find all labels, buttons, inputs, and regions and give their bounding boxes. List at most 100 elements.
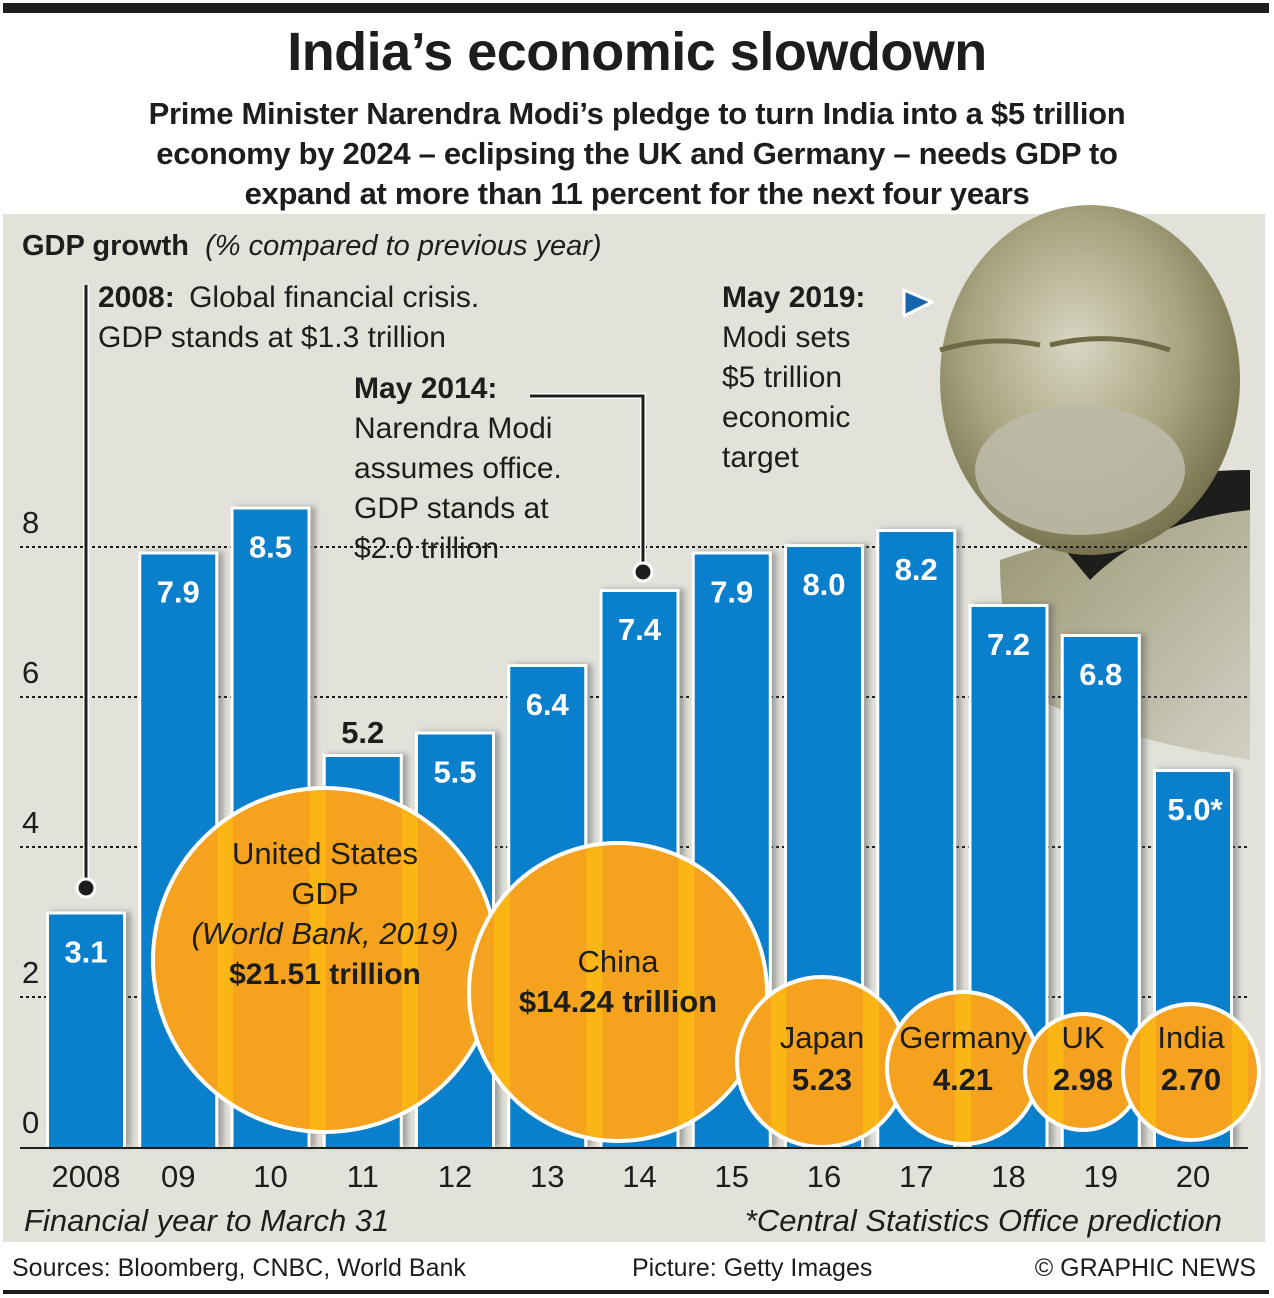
leader-dot <box>75 877 97 899</box>
x-axis-title: Financial year to March 31 <box>24 1203 389 1238</box>
gdp-bubble: India 2.70 <box>1121 1002 1261 1142</box>
bar-value-label: 7.9 <box>157 575 200 610</box>
subtitle-line: expand at more than 11 percent for the n… <box>244 176 1030 211</box>
bubble-strips <box>217 790 495 1130</box>
bar-value-label: 8.2 <box>895 552 938 587</box>
annotation-text: economic <box>722 401 850 434</box>
footer: Sources: Bloomberg, CNBC, World Bank Pic… <box>0 1248 1274 1288</box>
bar-value-label: 6.8 <box>1079 657 1122 692</box>
bar-value-label: 8.5 <box>249 530 292 565</box>
leader-line <box>530 394 645 572</box>
bar <box>49 914 123 1147</box>
x-tick-label: 19 <box>1084 1159 1118 1194</box>
bubble-value: $21.51 trillion <box>229 958 421 991</box>
bubble-name: Japan <box>780 1020 864 1055</box>
bubble-strips <box>955 994 972 1142</box>
bubble-name: GDP <box>291 876 358 911</box>
bar-value-label: 8.0 <box>802 567 845 602</box>
annotation-label: May 2019: <box>722 281 865 314</box>
y-tick-label: 8 <box>22 505 39 540</box>
annotation-text: Global financial crisis. <box>189 281 479 314</box>
annotation-text: target <box>722 441 799 474</box>
svg-text:2008: Global financial c: 2008: Global financial crisis. <box>98 281 479 314</box>
bubble-value: 2.70 <box>1161 1062 1221 1097</box>
gdp-bubble: Germany 4.21 <box>885 990 1041 1146</box>
bubble-strip <box>678 845 695 1139</box>
bubble-name: (World Bank, 2019) <box>191 916 458 951</box>
annotation-may-2014: May 2014: Narendra Modi assumes office. … <box>354 372 654 583</box>
y-tick-label: 4 <box>22 805 39 840</box>
x-tick-label: 20 <box>1176 1159 1210 1194</box>
x-tick-label: 18 <box>991 1159 1025 1194</box>
portrait-glasses <box>939 336 1171 353</box>
x-tick-label: 09 <box>161 1159 195 1194</box>
bubble-value: 5.23 <box>792 1062 852 1097</box>
bubble-strip <box>1232 1006 1248 1138</box>
bar-value-label: 6.4 <box>526 687 570 722</box>
annotation-text: Modi sets <box>722 321 850 354</box>
bubble-strip <box>863 979 879 1145</box>
x-tick-label: 12 <box>438 1159 472 1194</box>
bubble-strip <box>401 790 418 1130</box>
bubble-strips <box>1047 1016 1064 1128</box>
gdp-bubble: UK 2.98 <box>1023 1012 1143 1132</box>
bubble-strip <box>494 845 510 1139</box>
bar-value-label: 3.1 <box>64 935 107 970</box>
gdp-bubble: United States GDP (World Bank, 2019) $21.51… <box>151 786 499 1134</box>
gdp-bubble: Japan 5.23 <box>735 975 909 1149</box>
annotation-text: Narendra Modi <box>354 412 552 445</box>
annotation-label: May 2014: <box>354 372 497 405</box>
annotation-may-2019: May 2019: Modi sets $5 trillion economic… <box>722 281 934 474</box>
bar-value-label: 7.2 <box>987 627 1030 662</box>
subtitle-line: economy by 2024 – eclipsing the UK and G… <box>156 136 1118 171</box>
bubble-strips <box>1139 1006 1248 1138</box>
annotation-label: 2008: <box>98 281 175 314</box>
bubble-value: 4.21 <box>933 1062 993 1097</box>
publisher-credit: © GRAPHIC NEWS <box>1034 1254 1256 1282</box>
bubble <box>1125 1006 1257 1138</box>
annotation-text: $5 trillion <box>722 361 842 394</box>
bubble-name: India <box>1157 1020 1225 1055</box>
bubble-strip <box>1047 1016 1064 1128</box>
sources-credit: Sources: Bloomberg, CNBC, World Bank <box>12 1254 466 1282</box>
bubble-name: China <box>578 944 660 979</box>
bubble-strip <box>309 790 326 1130</box>
bar-value-label: 5.5 <box>433 755 476 790</box>
footnote: *Central Statistics Office prediction <box>745 1203 1222 1238</box>
bar-value-label: 7.9 <box>710 575 753 610</box>
bubble-strip <box>586 845 603 1139</box>
subtitle: Prime Minister Narendra Modi’s pledge to… <box>0 94 1274 214</box>
subtitle-line: Prime Minister Narendra Modi’s pledge to… <box>148 96 1126 131</box>
bubble-name: United States <box>232 836 418 871</box>
play-arrow-icon <box>902 288 934 318</box>
x-tick-label: 15 <box>715 1159 749 1194</box>
x-tick-label: 17 <box>899 1159 933 1194</box>
x-tick-label: 14 <box>622 1159 656 1194</box>
x-tick-label: 10 <box>253 1159 287 1194</box>
bubble-strip <box>955 994 972 1142</box>
bubble-strips <box>494 845 695 1139</box>
y-tick-label: 0 <box>22 1105 39 1140</box>
annotation-text: $2.0 trillion <box>354 532 499 565</box>
chart-title-note: (% compared to previous year) <box>205 230 602 262</box>
picture-credit: Picture: Getty Images <box>632 1254 873 1282</box>
y-tick-label: 2 <box>22 955 39 990</box>
bubble-value: 2.98 <box>1053 1062 1113 1097</box>
x-tick-label: 2008 <box>52 1159 121 1194</box>
x-tick-label: 11 <box>347 1159 379 1194</box>
bubble-strip <box>217 790 234 1130</box>
bubble-name: Germany <box>899 1020 1027 1055</box>
bubble-name: UK <box>1061 1020 1104 1055</box>
annotation-text: assumes office. <box>354 452 562 485</box>
chart-title-main: GDP growth <box>22 230 189 262</box>
portrait-beard <box>975 405 1185 535</box>
bottom-rule <box>3 1290 1269 1294</box>
bubble-value: $14.24 trillion <box>519 984 717 1019</box>
bar-value-label: 7.4 <box>618 612 662 647</box>
chart-title: GDP growth (% compared to previous year) <box>22 230 602 262</box>
y-tick-label: 6 <box>22 655 39 690</box>
bubble-strips <box>770 979 879 1145</box>
annotation-2008: 2008: Global financial crisis. GDP stand… <box>75 281 479 899</box>
top-rule <box>3 3 1269 13</box>
